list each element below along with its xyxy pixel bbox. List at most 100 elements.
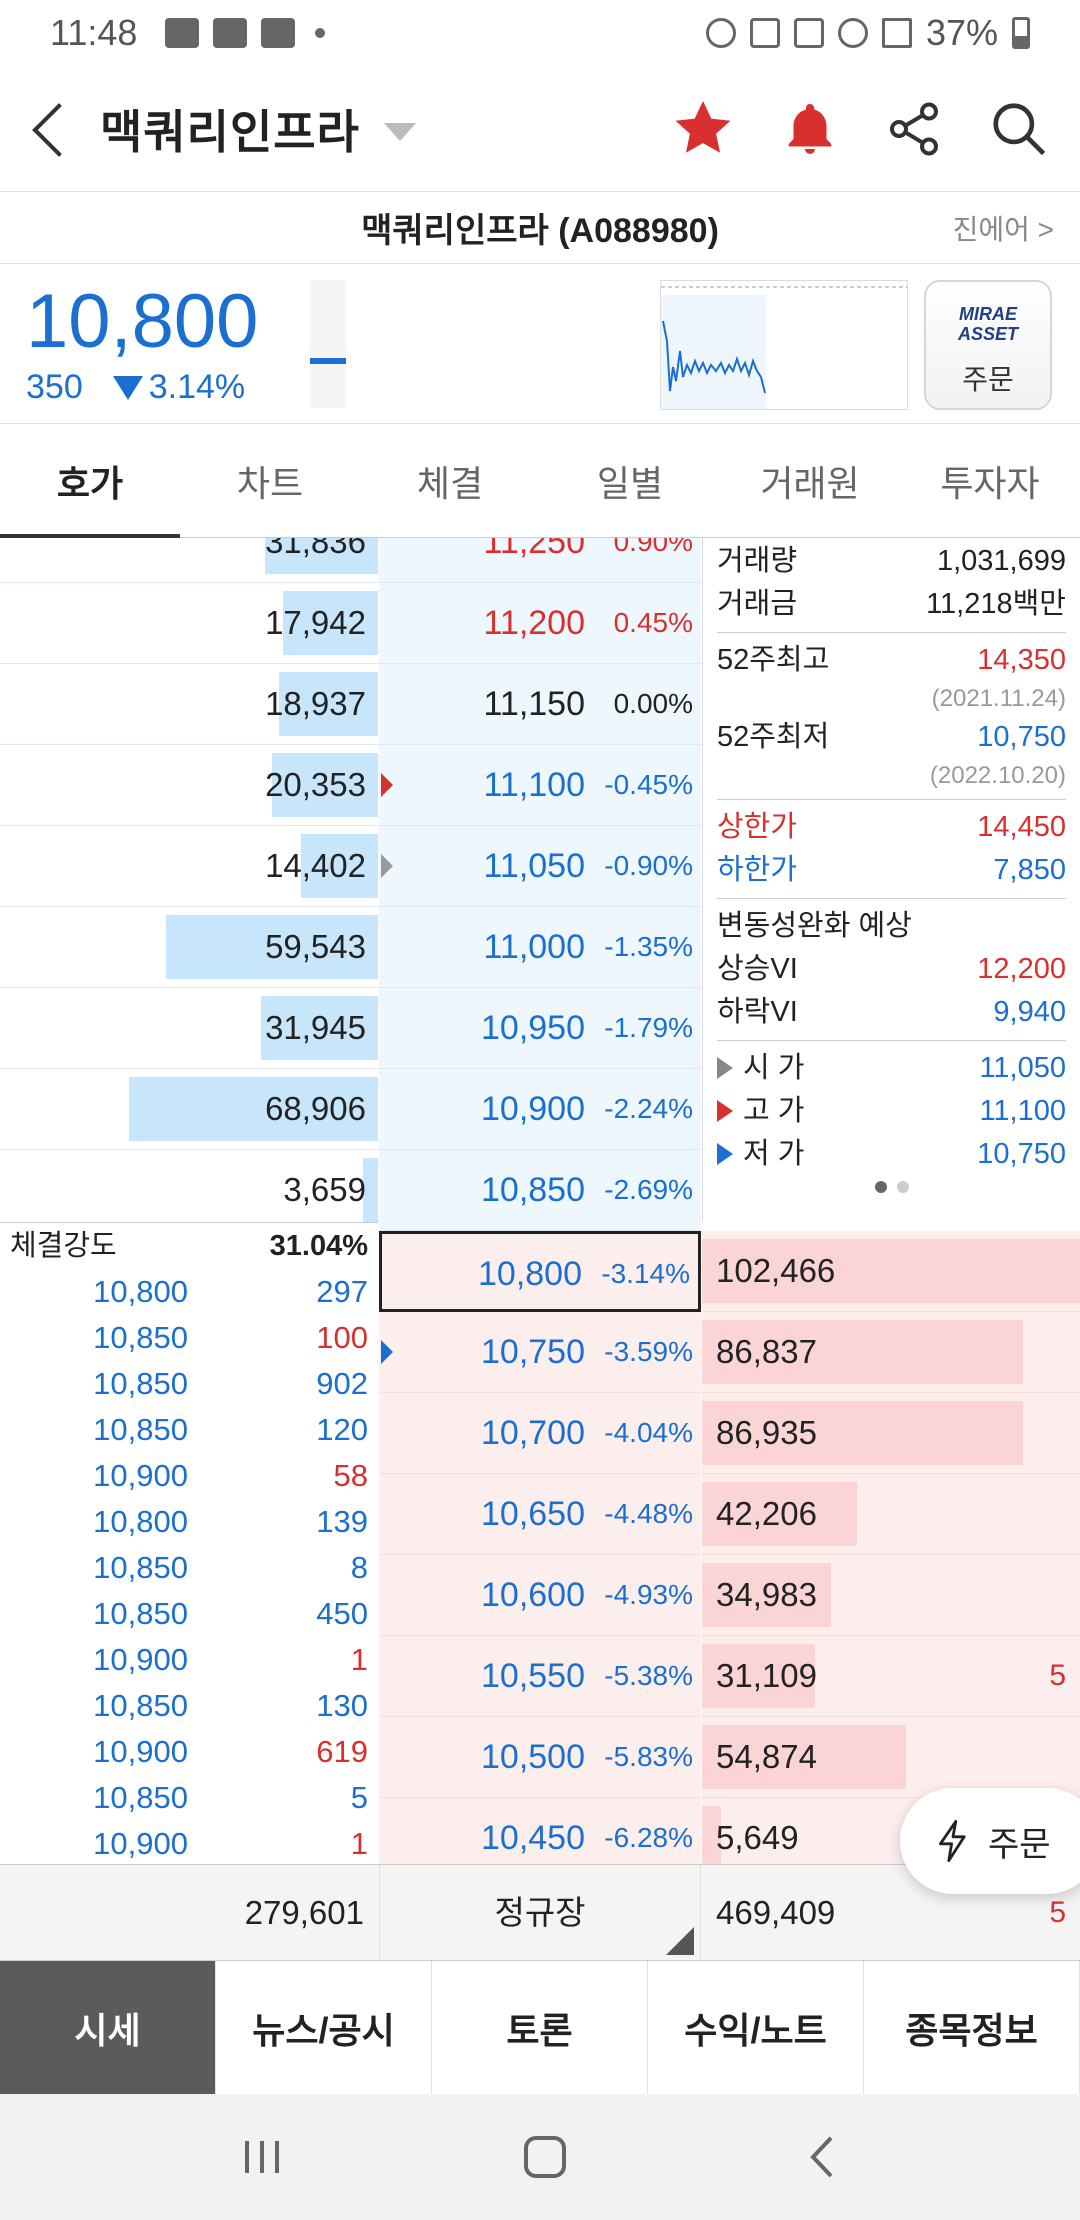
ask-price-row[interactable]: 11,150 0.00% <box>379 664 701 745</box>
bid-extra-value: 5 <box>1049 1659 1066 1692</box>
ask-price: 11,200 <box>483 604 585 642</box>
dropdown-caret-icon[interactable] <box>383 122 416 141</box>
nav-profit-notes[interactable]: 수익/노트 <box>648 1961 864 2094</box>
ask-percent: -2.24% <box>604 1093 693 1124</box>
open-price-marker-icon <box>381 854 393 878</box>
back-arrow-icon[interactable] <box>30 99 74 159</box>
vi-title: 변동성완화 예상 <box>717 910 912 942</box>
execution-quantity: 5 <box>350 1780 368 1815</box>
star-icon[interactable] <box>670 97 736 161</box>
vi-down-value: 9,940 <box>993 996 1066 1028</box>
order-book[interactable]: 31,836 11,250 0.90% 17,942 11,200 0.45% 18,937… <box>0 538 1080 1864</box>
ask-quantity-row[interactable]: 59,543 <box>0 907 378 988</box>
bid-price: 10,600 <box>481 1576 585 1614</box>
ask-price-row[interactable]: 10,950 -1.79% <box>379 988 701 1069</box>
tab-executions[interactable]: 체결 <box>416 462 484 504</box>
battery-percent: 37% <box>925 12 998 53</box>
expand-corner-icon[interactable] <box>666 1927 694 1955</box>
bell-icon[interactable] <box>780 97 840 161</box>
ask-volume-bar <box>265 538 378 574</box>
bid-price: 10,800 <box>478 1255 582 1293</box>
status-bar: 11:48 37% <box>0 0 1080 66</box>
ask-price-row[interactable]: 11,250 0.90% <box>379 538 701 583</box>
ask-quantity-row[interactable]: 17,942 <box>0 583 378 664</box>
ask-quantity-row[interactable]: 68,906 <box>0 1069 378 1150</box>
nav-discussion[interactable]: 토론 <box>432 1961 648 2094</box>
bid-price-row[interactable]: 10,550 -5.38% <box>379 1636 701 1717</box>
ask-price-row[interactable]: 11,050 -0.90% <box>379 826 701 907</box>
bid-quantity-row[interactable]: 34,983 <box>702 1555 1080 1636</box>
bid-price-row[interactable]: 10,750 -3.59% <box>379 1312 701 1393</box>
search-icon[interactable] <box>988 98 1050 160</box>
related-stock-link[interactable]: 진에어 > <box>952 213 1054 245</box>
upper-limit-value: 14,450 <box>977 811 1066 843</box>
ask-quantity-row[interactable]: 14,402 <box>0 826 378 907</box>
execution-row: 10,900 619 <box>0 1729 378 1775</box>
bid-price-row[interactable]: 10,700 -4.04% <box>379 1393 701 1474</box>
execution-list[interactable]: 체결강도 31.04% 10,800 297 10,850 100 10,850 902 10… <box>0 1222 378 1864</box>
down-triangle-icon <box>112 376 143 400</box>
bid-price: 10,550 <box>481 1657 585 1695</box>
ask-price-row[interactable]: 11,100 -0.45% <box>379 745 701 826</box>
bid-quantity-row[interactable]: 31,109 5 <box>702 1636 1080 1717</box>
home-icon[interactable] <box>520 2132 570 2182</box>
bid-quantity: 42,206 <box>716 1495 817 1532</box>
tab-daily[interactable]: 일별 <box>596 462 664 504</box>
bid-quantity-row[interactable]: 86,935 <box>702 1393 1080 1474</box>
session-status[interactable]: 정규장 <box>379 1865 701 1961</box>
ask-quantity-row[interactable]: 3,659 <box>0 1150 378 1231</box>
stock-title[interactable]: 맥쿼리인프라 <box>100 105 360 158</box>
ask-percent: 0.90% <box>613 538 693 557</box>
recent-apps-icon[interactable] <box>237 2135 287 2179</box>
stock-info-panel[interactable]: 거래량 1,031,699 거래금 11,218백만 52주최고 14,350 (20… <box>702 538 1080 1222</box>
tab-orderbook[interactable]: 호가 <box>0 424 180 538</box>
bid-quantity-row[interactable]: 42,206 <box>702 1474 1080 1555</box>
bid-price-row[interactable]: 10,650 -4.48% <box>379 1474 701 1555</box>
low-label: 저 가 <box>743 1138 805 1170</box>
share-icon[interactable] <box>884 99 944 159</box>
nav-stock-info[interactable]: 종목정보 <box>864 1961 1080 2094</box>
ask-price-row[interactable]: 11,000 -1.35% <box>379 907 701 988</box>
ask-price-row[interactable]: 10,850 -2.69% <box>379 1150 701 1231</box>
status-time: 11:48 <box>50 12 138 53</box>
bid-price-row[interactable]: 10,500 -5.83% <box>379 1717 701 1798</box>
ask-quantity-row[interactable]: 20,353 <box>0 745 378 826</box>
low52-label: 52주최저 <box>717 721 830 753</box>
ask-price-row[interactable]: 10,900 -2.24% <box>379 1069 701 1150</box>
price-summary: 10,800 350 3.14% MIRAE ASSET 주문 <box>0 264 1080 424</box>
nav-quote[interactable]: 시세 <box>0 1961 216 2094</box>
bid-quantity-row[interactable]: 54,874 <box>702 1717 1080 1798</box>
intraday-sparkline[interactable] <box>660 280 908 410</box>
nav-news[interactable]: 뉴스/공시 <box>216 1961 432 2094</box>
back-nav-icon[interactable] <box>803 2132 843 2182</box>
volume-label: 거래량 <box>717 545 798 577</box>
ask-quantity: 31,945 <box>265 1009 366 1046</box>
vi-up-label: 상승VI <box>717 953 798 985</box>
upper-limit-label: 상한가 <box>717 811 798 843</box>
chart-notification-icon-2 <box>261 18 296 48</box>
bid-price-row[interactable]: 10,600 -4.93% <box>379 1555 701 1636</box>
tab-brokers[interactable]: 거래원 <box>760 462 860 504</box>
tab-chart[interactable]: 차트 <box>236 462 304 504</box>
current-price-row[interactable]: 10,800 -3.14% <box>379 1231 701 1312</box>
bid-price-row[interactable]: 10,450 -6.28% <box>379 1798 701 1864</box>
ask-price-row[interactable]: 11,200 0.45% <box>379 583 701 664</box>
order-button-label: 주문 <box>962 364 1014 395</box>
ask-quantity: 17,942 <box>265 604 366 641</box>
ask-quantity: 68,906 <box>265 1090 366 1127</box>
floating-order-button[interactable]: 주문 <box>900 1788 1080 1894</box>
amount-value: 11,218백만 <box>926 588 1066 620</box>
strength-label: 체결강도 <box>10 1230 117 1262</box>
strength-value: 31.04% <box>269 1230 368 1262</box>
ask-quantity-row[interactable]: 31,836 <box>0 538 378 583</box>
ask-quantity-row[interactable]: 18,937 <box>0 664 378 745</box>
bottom-navigation: 시세 뉴스/공시 토론 수익/노트 종목정보 <box>0 1960 1080 2094</box>
ask-price: 11,050 <box>483 847 585 885</box>
page-indicator[interactable] <box>717 1180 1066 1198</box>
bid-quantity-row[interactable]: 86,837 <box>702 1312 1080 1393</box>
high52-date: (2021.11.24) <box>931 685 1066 712</box>
ask-quantity-row[interactable]: 31,945 <box>0 988 378 1069</box>
tab-investors[interactable]: 투자자 <box>940 462 1040 504</box>
bid-quantity-row[interactable]: 102,466 <box>702 1231 1080 1312</box>
order-button[interactable]: MIRAE ASSET 주문 <box>924 280 1052 410</box>
